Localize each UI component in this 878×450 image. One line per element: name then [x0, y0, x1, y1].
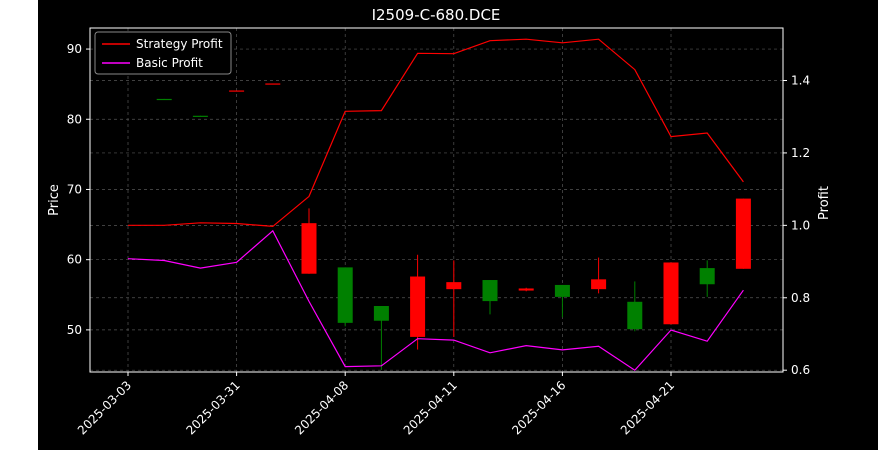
left-tick-label-70: 70: [67, 182, 82, 196]
right-tick-label-1: 1.0: [791, 218, 810, 232]
candle-body-12: [554, 284, 570, 297]
series-line-0: [128, 38, 744, 228]
grid: [90, 28, 783, 372]
candle-body-11: [518, 288, 534, 291]
candle-body-6: [337, 267, 353, 323]
right-tick-label-1.2: 1.2: [791, 146, 810, 160]
legend-basic-label: Basic Profit: [136, 56, 203, 70]
plot-area: [90, 28, 783, 372]
candle-body-10: [482, 280, 498, 302]
y-axis-right-label: Profit: [817, 186, 832, 220]
candle-body-7: [373, 306, 389, 321]
series-line-1: [127, 229, 744, 371]
candle-body-17: [735, 198, 751, 269]
left-tick-label-50: 50: [67, 323, 82, 337]
candle-body-3: [229, 90, 245, 92]
candle-body-8: [410, 276, 426, 337]
right-tick-label-0.8: 0.8: [791, 291, 810, 305]
profit-lines: [127, 38, 744, 371]
right-tick-label-1.4: 1.4: [791, 74, 810, 88]
left-axis: 50 60 70 80 90: [67, 42, 90, 337]
legend: Strategy Profit Basic Profit: [94, 31, 232, 75]
left-tick-label-90: 90: [67, 42, 82, 56]
chart-title: I2509-C-680.DCE: [372, 6, 501, 24]
left-tick-label-80: 80: [67, 112, 82, 126]
candle-body-4: [265, 83, 281, 85]
left-tick-label-60: 60: [67, 253, 82, 267]
candle-body-5: [301, 223, 317, 274]
candle-body-2: [192, 115, 208, 117]
legend-strategy-label: Strategy Profit: [136, 37, 223, 51]
candle-body-9: [446, 282, 462, 290]
candle-body-15: [663, 262, 679, 325]
plot-frame: [89, 27, 784, 373]
candle-body-1: [156, 98, 172, 101]
candles: [156, 83, 751, 370]
candle-body-16: [699, 268, 715, 285]
right-axis: 0.6 0.8 1.0 1.2 1.4: [783, 74, 810, 377]
right-tick-label-0.6: 0.6: [791, 363, 810, 377]
candle-body-13: [591, 279, 607, 290]
candle-body-14: [627, 301, 643, 330]
y-axis-left-label: Price: [47, 184, 62, 216]
